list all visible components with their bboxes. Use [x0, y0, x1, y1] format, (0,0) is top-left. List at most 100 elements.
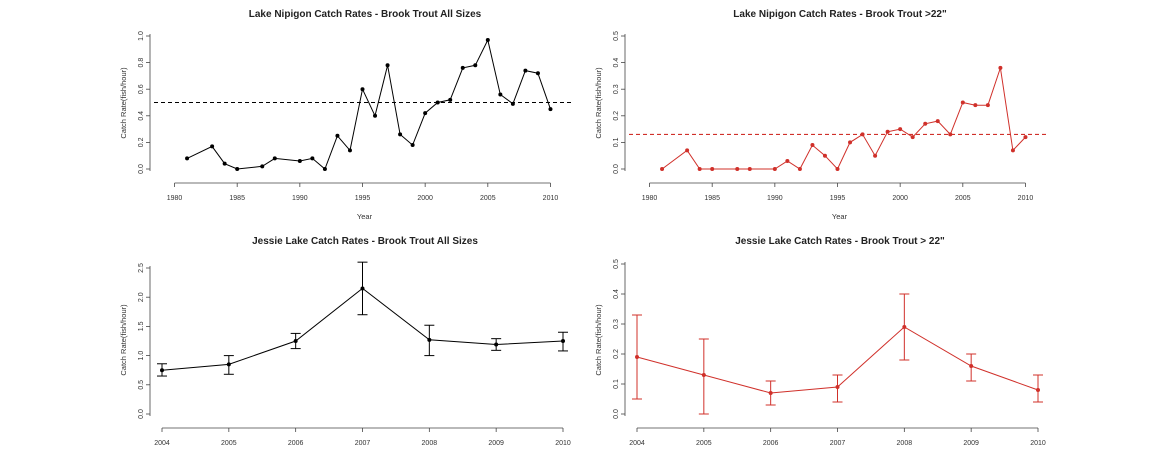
y-tick-label: 0.2	[613, 349, 620, 359]
y-tick-label: 1.0	[138, 31, 145, 41]
data-point	[485, 37, 490, 42]
y-tick-label: 0.2	[613, 111, 620, 121]
data-point	[902, 325, 907, 329]
x-tick-label: 2008	[897, 440, 913, 447]
chart-panel-1: Lake Nipigon Catch Rates - Brook Trout A…	[119, 9, 573, 221]
data-point	[822, 153, 827, 158]
series-line	[661, 67, 1026, 170]
data-point	[297, 159, 302, 164]
y-tick-label: 0.0	[138, 164, 145, 174]
y-axis-label: Catch Rate(fish/hour)	[119, 304, 128, 376]
y-axis-label: Catch Rate(fish/hour)	[594, 67, 603, 139]
data-point	[510, 101, 515, 106]
y-tick-label: 2.0	[138, 292, 145, 302]
data-point	[701, 373, 706, 377]
data-point	[797, 167, 802, 171]
data-point	[435, 100, 440, 105]
x-tick-label: 2007	[355, 440, 371, 447]
data-point	[385, 63, 390, 68]
data-point	[310, 156, 315, 161]
chart-title: Lake Nipigon Catch Rates - Brook Trout A…	[249, 9, 482, 20]
data-point	[747, 167, 752, 171]
data-point	[985, 103, 990, 108]
data-point	[260, 164, 265, 169]
data-point	[1023, 135, 1028, 140]
y-tick-label: 2.5	[138, 263, 145, 273]
data-point	[885, 129, 890, 134]
y-tick-label: 0.4	[138, 111, 145, 121]
data-point	[185, 156, 190, 161]
x-tick-label: 2004	[154, 440, 170, 447]
data-point	[960, 100, 965, 105]
data-point	[272, 156, 277, 161]
x-tick-label: 1985	[704, 195, 720, 202]
data-point	[535, 71, 540, 76]
data-point	[998, 65, 1003, 70]
data-point	[660, 167, 665, 171]
x-tick-label: 2009	[963, 440, 979, 447]
x-tick-label: 1995	[830, 195, 846, 202]
data-point	[523, 68, 528, 73]
data-point	[360, 286, 365, 291]
data-point	[835, 385, 840, 389]
data-point	[772, 167, 777, 171]
y-tick-label: 0.3	[613, 84, 620, 94]
data-point	[1036, 388, 1040, 392]
data-point	[685, 148, 690, 153]
data-point	[222, 161, 227, 166]
x-tick-label: 2006	[763, 440, 779, 447]
data-point	[561, 339, 565, 343]
data-point	[697, 167, 702, 171]
y-tick-label: 0.8	[138, 58, 145, 68]
x-tick-label: 1980	[642, 195, 658, 202]
data-point	[898, 127, 903, 132]
y-tick-label: 0.0	[613, 409, 620, 419]
data-point	[785, 159, 790, 164]
x-tick-label: 1980	[167, 195, 183, 202]
x-tick-label: 2010	[543, 195, 559, 202]
data-point	[548, 107, 553, 112]
x-tick-label: 2005	[696, 440, 712, 447]
y-tick-label: 0.5	[138, 380, 145, 390]
data-point	[460, 65, 465, 70]
data-point	[948, 132, 953, 137]
data-point	[935, 119, 940, 124]
x-tick-label: 1995	[355, 195, 371, 202]
data-point	[835, 167, 840, 171]
y-tick-label: 0.5	[613, 31, 620, 41]
x-tick-label: 2005	[955, 195, 971, 202]
x-tick-label: 2005	[480, 195, 496, 202]
data-point	[494, 342, 499, 347]
x-axis-label: Year	[832, 212, 848, 221]
x-tick-label: 2008	[422, 440, 438, 447]
data-point	[335, 133, 340, 138]
y-tick-label: 1.5	[138, 321, 145, 331]
data-point	[293, 339, 298, 343]
x-tick-label: 2000	[417, 195, 433, 202]
data-point	[848, 140, 853, 145]
y-tick-label: 0.5	[613, 259, 620, 269]
data-point	[810, 143, 815, 148]
data-point	[226, 362, 231, 367]
x-tick-label: 1990	[292, 195, 308, 202]
y-tick-label: 0.4	[613, 58, 620, 68]
chart-panel-2: Lake Nipigon Catch Rates - Brook Trout >…	[594, 9, 1048, 221]
x-tick-label: 2010	[555, 440, 571, 447]
data-point	[498, 92, 503, 97]
data-point	[910, 135, 915, 140]
x-tick-label: 2009	[488, 440, 504, 447]
x-tick-label: 2004	[629, 440, 645, 447]
x-tick-label: 2005	[221, 440, 237, 447]
data-point	[923, 121, 928, 126]
data-point	[635, 355, 639, 359]
data-point	[768, 391, 773, 395]
y-tick-label: 0.0	[138, 409, 145, 419]
series-line	[186, 38, 551, 170]
data-point	[448, 97, 453, 102]
x-axis-label: Year	[357, 212, 373, 221]
x-tick-label: 2010	[1018, 195, 1034, 202]
y-axis-label: Catch Rate(fish/hour)	[594, 304, 603, 376]
data-point	[973, 103, 978, 108]
x-tick-label: 1985	[229, 195, 245, 202]
